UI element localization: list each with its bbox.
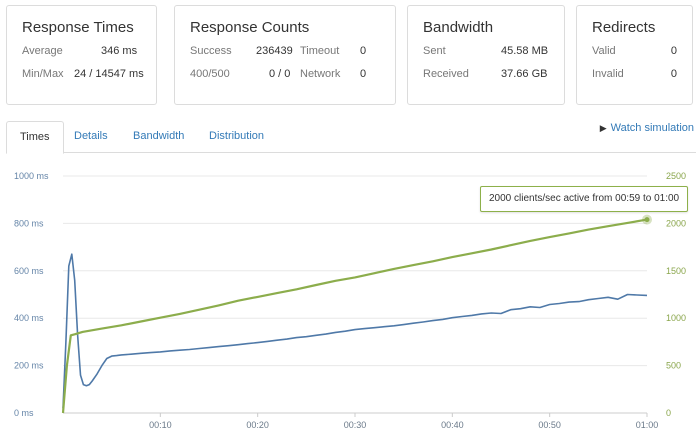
bandwidth-card: Bandwidth Sent 45.58 MB Received 37.66 G… (407, 5, 565, 105)
y-tick-left: 0 ms (14, 408, 34, 418)
x-tick-label: 00:50 (538, 420, 561, 430)
y-tick-left: 1000 ms (14, 171, 49, 181)
metric-row-minmax: Min/Max 24 / 14547 ms (22, 68, 144, 91)
y-tick-left: 400 ms (14, 313, 44, 323)
metric-label: 400/500 (190, 68, 230, 80)
x-tick-label: 00:10 (149, 420, 172, 430)
metric-label: Received (423, 68, 469, 80)
card-title: Response Counts (190, 19, 310, 36)
tab-times[interactable]: Times (6, 121, 64, 154)
metric-value: 236439 (256, 45, 293, 57)
response-time-chart: 0 ms 200 ms 400 ms 600 ms 800 ms 1000 ms 0 500… (0, 160, 696, 438)
metric-value: 0 (360, 45, 367, 57)
redirects-card: Redirects Valid 0 Invalid 0 (576, 5, 693, 105)
chart-tabs: Times Details Bandwidth Distribution ▶ Wa… (6, 121, 696, 154)
right-axis: 0 500 1000 1500 2000 2500 (666, 171, 686, 418)
metric-value: 45.58 MB (501, 45, 549, 57)
chart-series (61, 214, 652, 414)
metric-row-success: Success 236439 Timeout 0 (190, 45, 380, 68)
card-title: Response Times (22, 19, 134, 36)
y-tick-left: 800 ms (14, 218, 44, 228)
watch-simulation-label: Watch simulation (610, 122, 694, 134)
metric-row-invalid: Invalid 0 (592, 68, 677, 91)
summary-cards: Response Times Average 346 ms Min/Max 24… (6, 5, 696, 105)
y-tick-left: 600 ms (14, 266, 44, 276)
metric-label: Timeout (300, 45, 340, 57)
metric-row-errors: 400/500 0 / 0 Network 0 (190, 68, 380, 91)
metric-value: 0 / 0 (269, 68, 291, 80)
y-tick-left: 200 ms (14, 361, 44, 371)
response-counts-card: Response Counts Success 236439 Timeout 0… (174, 5, 396, 105)
metric-label: Valid (592, 45, 616, 57)
metric-row-sent: Sent 45.58 MB (423, 45, 549, 68)
metric-value: 346 ms (101, 45, 138, 57)
y-tick-right: 1000 (666, 313, 686, 323)
metric-value: 0 (360, 68, 367, 80)
x-tick-label: 00:30 (344, 420, 367, 430)
y-tick-right: 500 (666, 361, 681, 371)
tab-details[interactable]: Details (74, 130, 108, 142)
tab-bandwidth[interactable]: Bandwidth (133, 130, 185, 142)
metric-row-valid: Valid 0 (592, 45, 677, 68)
metric-value: 37.66 GB (501, 68, 548, 80)
y-tick-right: 2500 (666, 171, 686, 181)
active-clients-line (61, 218, 648, 414)
x-tick-label: 00:20 (246, 420, 269, 430)
watch-simulation-link[interactable]: ▶ Watch simulation (600, 122, 694, 134)
hover-marker[interactable] (644, 217, 650, 223)
metric-label: Success (190, 45, 232, 57)
metric-value: 0 (670, 68, 677, 80)
y-tick-right: 0 (666, 408, 671, 418)
metric-row-received: Received 37.66 GB (423, 68, 549, 91)
response-times-card: Response Times Average 346 ms Min/Max 24… (6, 5, 157, 105)
chart-svg: 0 ms 200 ms 400 ms 600 ms 800 ms 1000 ms 0 500… (14, 171, 686, 430)
metric-value: 24 / 14547 ms (74, 68, 144, 80)
metric-label: Network (300, 68, 341, 80)
x-axis: 00:10 00:20 00:30 00:40 00:50 01:00 (63, 412, 659, 430)
metric-label: Sent (423, 45, 446, 57)
metric-label: Min/Max (22, 68, 64, 80)
metric-row-average: Average 346 ms (22, 45, 141, 68)
card-title: Redirects (592, 19, 656, 36)
x-tick-label: 00:40 (441, 420, 464, 430)
card-title: Bandwidth (423, 19, 494, 36)
y-tick-right: 2000 (666, 218, 686, 228)
metric-label: Invalid (592, 68, 624, 80)
tab-distribution[interactable]: Distribution (209, 130, 265, 142)
response-time-line (62, 253, 648, 409)
left-axis: 0 ms 200 ms 400 ms 600 ms 800 ms 1000 ms (14, 171, 49, 418)
y-tick-right: 1500 (666, 266, 686, 276)
play-icon: ▶ (599, 123, 607, 133)
metric-value: 0 (670, 45, 677, 57)
x-tick-label: 01:00 (636, 420, 659, 430)
metric-label: Average (22, 45, 63, 57)
chart-tooltip: 2000 clients/sec active from 00:59 to 01… (480, 186, 689, 212)
